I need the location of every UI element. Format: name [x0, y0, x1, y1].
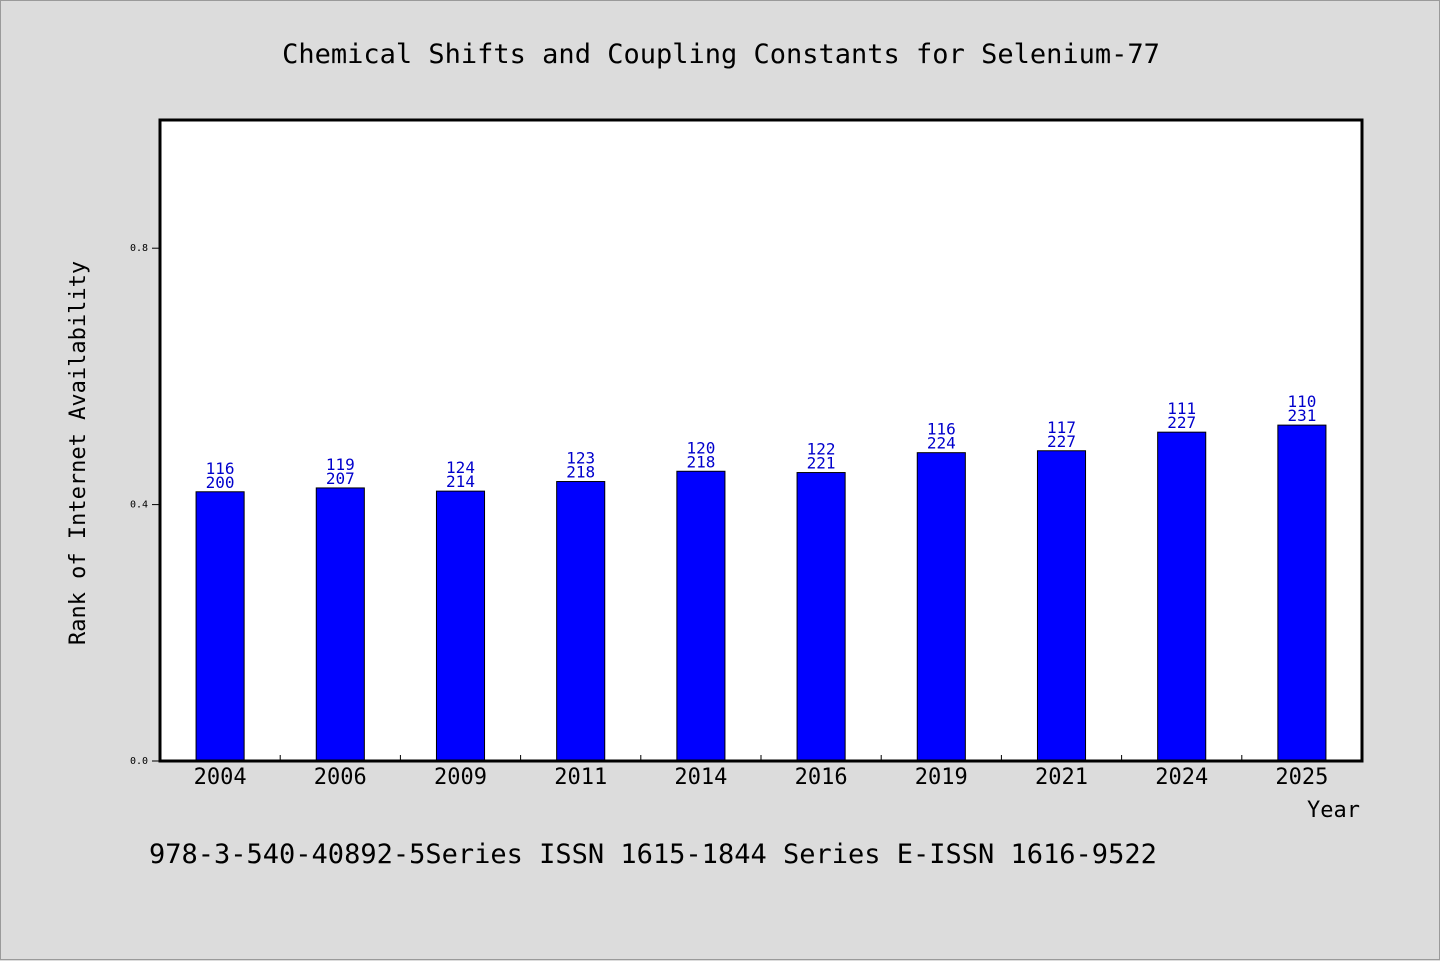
bar-2019: [916, 452, 966, 762]
bar-2004: [195, 491, 245, 762]
footer-text: 978-3-540-40892-5Series ISSN 1615-1844 S…: [149, 839, 1157, 870]
data-label-top-2021: 117: [1047, 418, 1076, 437]
data-label-top-2019: 116: [927, 420, 956, 439]
x-tick-label-2021: 2021: [1035, 765, 1088, 790]
x-axis-title: Year: [1307, 798, 1360, 823]
data-label-bottom-2014: 218: [686, 452, 715, 471]
data-label-bottom-2006: 207: [326, 469, 355, 488]
data-label-top-2014: 120: [686, 438, 715, 457]
x-tick-label-2011: 2011: [554, 765, 607, 790]
data-label-top-2009: 124: [446, 458, 475, 477]
data-label-top-2011: 123: [566, 449, 595, 468]
data-label-top-2016: 122: [807, 440, 836, 459]
data-label-bottom-2009: 214: [446, 472, 475, 491]
data-label-bottom-2021: 227: [1047, 432, 1076, 451]
chart-title: Chemical Shifts and Coupling Constants f…: [282, 39, 1160, 70]
y-tick-label-0.8: 0.8: [130, 243, 148, 254]
data-label-bottom-2011: 218: [566, 463, 595, 482]
data-label-top-2006: 119: [326, 455, 355, 474]
x-tick-label-2009: 2009: [434, 765, 487, 790]
data-label-bottom-2004: 200: [206, 473, 235, 492]
x-tick-label-2019: 2019: [915, 765, 968, 790]
data-label-bottom-2024: 227: [1167, 413, 1196, 432]
x-tick-label-2006: 2006: [314, 765, 367, 790]
y-axis-title: Rank of Internet Availability: [66, 261, 91, 645]
x-tick-label-2004: 2004: [194, 765, 247, 790]
x-tick-label-2014: 2014: [674, 765, 727, 790]
bar-2016: [796, 472, 846, 762]
y-axis-ticks: 0.0 0.4 0.8: [130, 243, 160, 767]
x-axis-ticks: 2004 2006 2009 2011 2014 2016 2019 2021 2024 2025: [194, 755, 1328, 790]
x-tick-label-2025: 2025: [1275, 765, 1328, 790]
y-tick-label-0.0: 0.0: [130, 756, 148, 767]
bar-2024: [1157, 431, 1207, 762]
data-label-bottom-2019: 224: [927, 434, 956, 453]
x-tick-label-2024: 2024: [1155, 765, 1208, 790]
y-tick-label-0.4: 0.4: [130, 500, 148, 511]
data-label-top-2004: 116: [206, 459, 235, 478]
data-label-top-2025: 110: [1287, 392, 1316, 411]
x-tick-label-2016: 2016: [795, 765, 848, 790]
data-labels-group: 1162001192071242141232181202181222211162…: [206, 392, 1317, 492]
data-label-bottom-2016: 221: [807, 454, 836, 473]
bar-2025: [1277, 424, 1327, 762]
data-label-bottom-2025: 231: [1287, 406, 1316, 425]
bar-2021: [1036, 450, 1087, 762]
bars-group: [195, 424, 1327, 762]
bar-2009: [435, 490, 486, 762]
bar-2014: [676, 470, 726, 762]
data-label-top-2024: 111: [1167, 399, 1196, 418]
bar-2006: [315, 487, 365, 762]
bar-2011: [556, 481, 606, 762]
